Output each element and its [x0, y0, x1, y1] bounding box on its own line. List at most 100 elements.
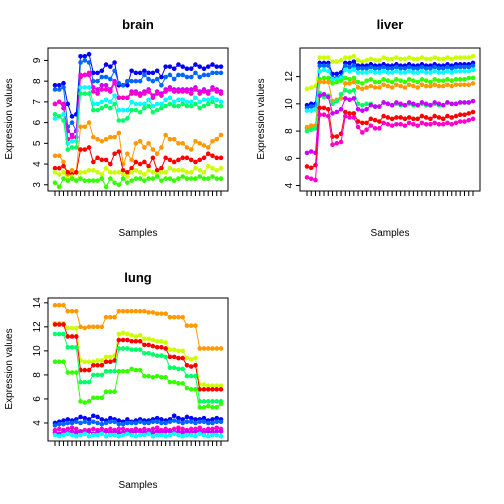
data-point [210, 346, 215, 351]
data-point [103, 83, 109, 88]
data-point [116, 308, 122, 314]
data-point [56, 87, 62, 92]
data-point [150, 426, 156, 432]
data-point [210, 138, 215, 144]
data-point [142, 178, 147, 183]
data-point [167, 95, 173, 101]
data-point [86, 379, 92, 385]
data-point [82, 124, 88, 130]
data-point [167, 314, 173, 320]
data-point [347, 60, 352, 66]
data-point [159, 375, 164, 380]
data-point [338, 106, 344, 112]
data-point [180, 366, 185, 372]
data-point [167, 136, 173, 142]
data-point [436, 121, 442, 127]
data-point [201, 399, 207, 404]
data-point [108, 89, 113, 94]
data-point [150, 78, 156, 84]
data-point [150, 337, 156, 343]
data-point [193, 362, 198, 368]
data-point [197, 405, 203, 410]
data-point [193, 420, 198, 426]
data-point [78, 60, 83, 65]
data-point [95, 155, 100, 161]
data-point [466, 117, 472, 123]
data-point [133, 433, 139, 439]
data-point [343, 63, 348, 69]
data-point [137, 176, 143, 181]
data-point [120, 107, 126, 113]
data-point [304, 175, 310, 180]
data-point [381, 55, 386, 60]
data-point [423, 101, 429, 107]
data-point [210, 383, 215, 389]
data-point [86, 367, 92, 373]
data-point [368, 83, 374, 89]
y-tick-label: 7 [32, 99, 43, 105]
data-point [78, 91, 83, 96]
data-point [201, 432, 207, 438]
data-point [91, 178, 96, 183]
data-point [377, 85, 382, 90]
data-point [180, 314, 185, 320]
data-point [103, 354, 109, 360]
data-point [125, 107, 130, 113]
data-point [462, 119, 467, 124]
data-point [99, 138, 105, 144]
data-point [180, 420, 185, 426]
data-point [52, 153, 58, 159]
data-point [389, 56, 395, 62]
data-point [210, 165, 215, 171]
data-point [86, 399, 92, 404]
data-point [133, 429, 139, 434]
data-point [317, 93, 323, 98]
data-point [95, 395, 100, 401]
data-point [61, 322, 66, 327]
data-point [176, 415, 181, 421]
data-point [52, 165, 58, 171]
data-point [56, 322, 62, 327]
data-point [61, 432, 66, 438]
data-point [351, 115, 357, 120]
data-point [411, 101, 416, 107]
data-point [218, 387, 224, 392]
data-point [103, 359, 109, 364]
y-tick-label: 10 [32, 345, 43, 357]
data-point [466, 100, 472, 105]
data-point [347, 111, 352, 116]
data-point [73, 433, 79, 439]
data-point [91, 362, 96, 368]
data-point [436, 83, 442, 89]
data-point [308, 85, 314, 90]
data-point [163, 64, 168, 69]
data-point [423, 121, 429, 127]
data-point [146, 103, 151, 109]
data-point [159, 170, 164, 175]
data-point [163, 74, 168, 80]
data-point [103, 103, 109, 109]
data-point [150, 375, 156, 380]
data-point [116, 107, 122, 113]
data-point [355, 85, 361, 90]
data-point [116, 149, 122, 154]
data-point [52, 322, 58, 327]
data-point [65, 420, 71, 426]
data-point [193, 87, 198, 92]
data-point [394, 77, 399, 82]
data-point [214, 429, 220, 434]
data-point [73, 344, 79, 350]
data-point [377, 66, 382, 71]
data-point [125, 417, 130, 422]
data-point [308, 127, 314, 133]
data-point [210, 70, 215, 76]
data-point [73, 178, 79, 183]
data-point [428, 70, 433, 75]
data-point [201, 89, 207, 94]
data-point [394, 100, 399, 105]
data-point [61, 421, 66, 427]
data-point [163, 354, 168, 360]
data-point [304, 108, 310, 113]
data-point [167, 429, 173, 434]
data-point [205, 101, 211, 107]
